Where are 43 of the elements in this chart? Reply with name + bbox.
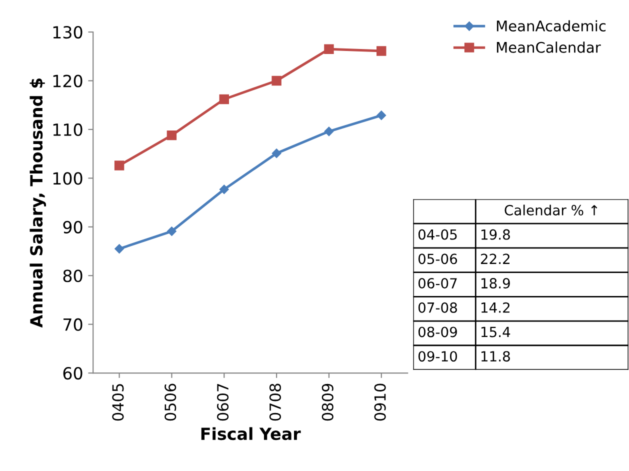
data-label: 19.8	[481, 229, 510, 240]
point	[324, 126, 334, 136]
category-label: 06-07	[418, 278, 457, 289]
y-tick-label: 70	[64, 318, 82, 331]
point	[376, 46, 386, 56]
category-label: 04-05	[418, 229, 457, 240]
y-tick-label: 110	[53, 123, 82, 136]
y-tick-label: 130	[53, 26, 82, 39]
x-tick-label: 0809	[322, 384, 334, 421]
x-tick-label: 0607	[217, 384, 229, 421]
y-tick-label: 120	[53, 74, 82, 88]
category-label: 07-08	[418, 302, 457, 313]
y-tick-label: 90	[63, 220, 82, 234]
category-label: 09-10	[418, 351, 457, 362]
point	[114, 244, 124, 254]
point	[272, 76, 282, 86]
point	[219, 94, 229, 104]
data-label: 15.4	[481, 326, 510, 338]
data-label: 22.2	[480, 254, 510, 264]
y-axis-title: Annual Salary, Thousand $	[30, 78, 46, 328]
text: Calendar % ↑	[504, 204, 598, 216]
y-tick-label: 100	[53, 172, 82, 185]
data-label: 14.2	[481, 302, 510, 313]
point	[166, 130, 177, 140]
legend-label: MeanCalendar	[496, 42, 601, 53]
y-tick-label: 80	[63, 270, 82, 282]
data-label: 18.9	[481, 278, 510, 289]
x-tick-label: 0506	[164, 384, 176, 421]
category-label: 05-06	[418, 254, 458, 264]
point	[272, 148, 282, 158]
x-axis-title: Fiscal Year	[201, 427, 301, 440]
category-label: 08-09	[418, 326, 457, 338]
point	[114, 160, 124, 170]
x-tick-label: 0708	[269, 384, 281, 421]
point	[220, 184, 229, 194]
point	[324, 44, 334, 54]
point	[376, 110, 386, 120]
legend-label: MeanAcademic	[496, 20, 606, 32]
x-tick-label: 0910	[374, 384, 386, 421]
y-tick-label: 60	[63, 366, 82, 380]
data-label: 11.8	[481, 351, 510, 362]
x-tick-label: 0405	[112, 384, 124, 421]
point	[167, 226, 176, 236]
